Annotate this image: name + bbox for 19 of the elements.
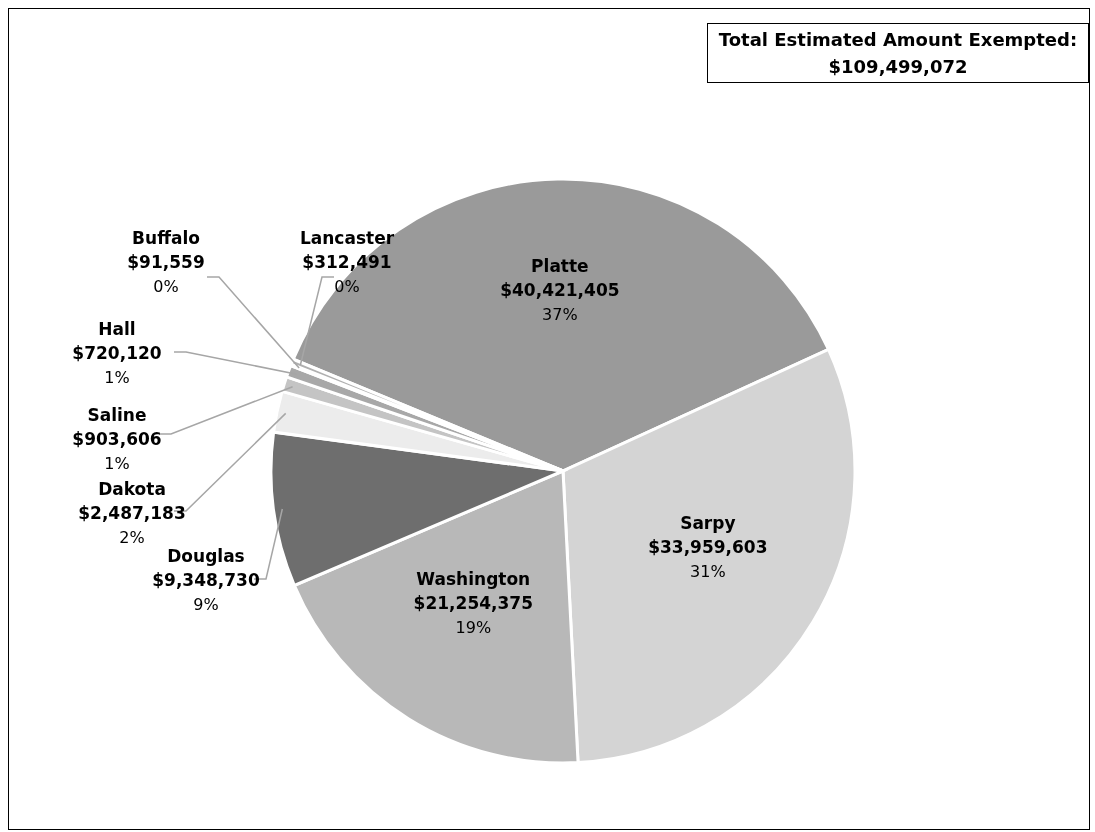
slice-label: Saline bbox=[87, 405, 147, 425]
data-label: $720,120 1% bbox=[72, 343, 162, 387]
text: Total Estimated Amount Exempted: $109,499,072 bbox=[707, 23, 1089, 83]
data-label: $91,559 0% bbox=[127, 252, 205, 296]
data-label: $9,348,730 9% bbox=[152, 570, 260, 614]
data-label: $33,959,603 31% bbox=[648, 536, 768, 581]
slice-label: Dakota bbox=[98, 479, 166, 499]
slice-label: Washington bbox=[416, 568, 531, 589]
data-label: $2,487,183 2% bbox=[78, 503, 186, 547]
data-label: $903,606 1% bbox=[72, 429, 162, 473]
slice-label: Hall bbox=[98, 319, 136, 339]
data-label: $40,421,405 37% bbox=[500, 279, 620, 324]
slice-label: Douglas bbox=[167, 546, 245, 566]
slice-label: Buffalo bbox=[132, 228, 200, 248]
data-label: $21,254,375 19% bbox=[413, 592, 533, 637]
slice-label: Lancaster bbox=[299, 228, 395, 248]
slice-label: Platte bbox=[531, 255, 589, 276]
data-label: $312,491 0% bbox=[302, 252, 392, 296]
slice-label: Sarpy bbox=[680, 512, 736, 533]
